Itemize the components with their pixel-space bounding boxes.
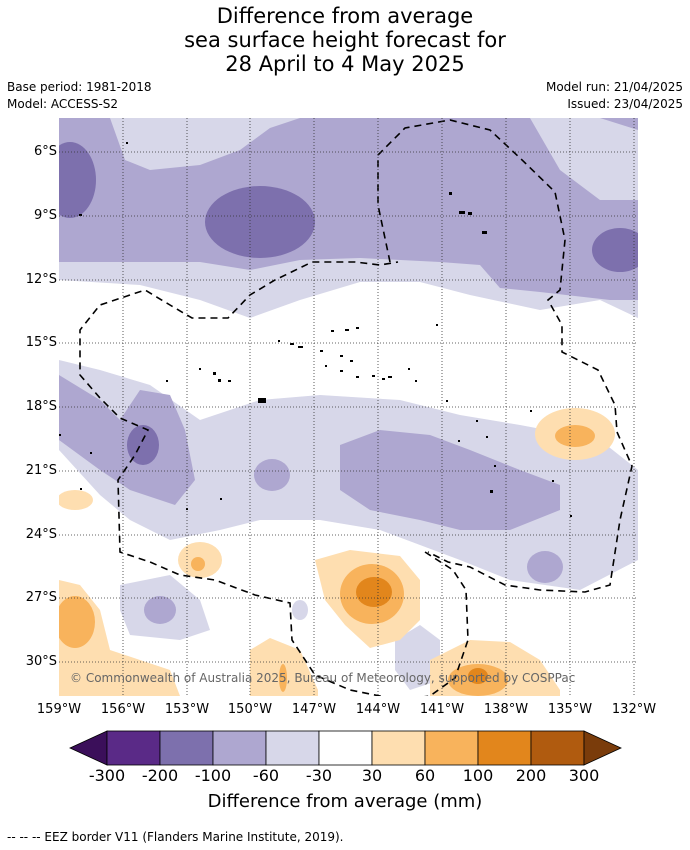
title-line-2: sea surface height forecast for <box>184 28 506 52</box>
lat-label: 15°S <box>25 335 57 350</box>
model-name: Model: ACCESS-S2 <box>7 97 119 111</box>
lon-label: 156°W <box>100 702 146 717</box>
lon-label: 141°W <box>419 702 465 717</box>
colorbar-label: 200 <box>515 766 547 785</box>
lat-label: 12°S <box>25 272 57 287</box>
colorbar-swatch <box>265 730 320 766</box>
lon-label: 150°W <box>227 702 273 717</box>
lat-label: 30°S <box>25 654 57 669</box>
colorbar-label: -100 <box>194 766 232 785</box>
lat-label: 21°S <box>25 463 57 478</box>
colorbar-swatch <box>106 730 161 766</box>
lon-label: 159°W <box>36 702 82 717</box>
lon-label: 153°W <box>164 702 210 717</box>
anomaly-pocket-dark <box>205 186 315 258</box>
colorbar-swatch <box>212 730 267 766</box>
lat-label: 24°S <box>25 527 57 542</box>
title-line-3: 28 April to 4 May 2025 <box>225 52 465 76</box>
lat-label: 18°S <box>25 399 57 414</box>
colorbar-swatch <box>424 730 479 766</box>
lat-label: 9°S <box>33 208 57 223</box>
colorbar-extend-low <box>69 730 108 766</box>
colorbar-swatch <box>477 730 532 766</box>
sea-height-field <box>59 118 638 696</box>
model-run: Model run: 21/04/2025 <box>545 80 683 94</box>
colorbar-swatch <box>371 730 426 766</box>
colorbar-label: 30 <box>361 766 383 785</box>
colorbar-label: -30 <box>305 766 333 785</box>
meta-left: Base period: 1981-2018 Model: ACCESS-S2 <box>7 79 152 113</box>
colorbar-label: -60 <box>252 766 280 785</box>
lon-label: 144°W <box>355 702 401 717</box>
lon-label: 132°W <box>611 702 657 717</box>
colorbar-swatch <box>530 730 585 766</box>
colorbar-swatch <box>159 730 214 766</box>
colorbar <box>69 730 622 766</box>
title-line-1: Difference from average <box>216 4 474 28</box>
eez-border <box>79 119 633 696</box>
lat-label: 27°S <box>25 590 57 605</box>
lon-label: 135°W <box>547 702 593 717</box>
lon-label: 138°W <box>483 702 529 717</box>
colorbar-label: -200 <box>141 766 179 785</box>
copyright-watermark: © Commonwealth of Australia 2025, Bureau… <box>70 671 575 685</box>
issued-date: Issued: 23/04/2025 <box>567 97 683 111</box>
colorbar-label: -300 <box>88 766 126 785</box>
lat-label: 6°S <box>33 144 57 159</box>
colorbar-label: 60 <box>414 766 436 785</box>
colorbar-title: Difference from average (mm) <box>207 791 483 812</box>
colorbar-label: 100 <box>462 766 494 785</box>
colorbar-swatch <box>318 730 373 766</box>
graticule <box>59 118 638 696</box>
map-title: Difference from average sea surface heig… <box>0 4 690 76</box>
eez-footnote: -- -- -- EEZ border V11 (Flanders Marine… <box>7 830 344 844</box>
colorbar-label: 300 <box>568 766 600 785</box>
base-period: Base period: 1981-2018 <box>7 80 152 94</box>
islands <box>59 142 572 517</box>
lon-label: 147°W <box>291 702 337 717</box>
colorbar-extend-high <box>583 730 622 766</box>
meta-right: Model run: 21/04/2025 Issued: 23/04/2025 <box>546 79 683 113</box>
